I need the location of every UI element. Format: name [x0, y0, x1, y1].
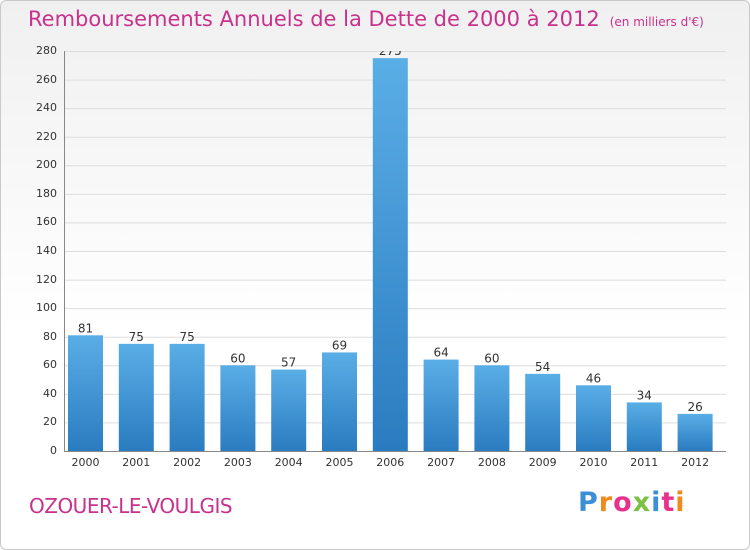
data-label: 54 [535, 360, 550, 374]
bar [169, 343, 205, 451]
x-tick-label: 2008 [477, 456, 506, 469]
chart-title-text: Remboursements Annuels de la Dette de 20… [28, 7, 600, 31]
data-label: 60 [484, 351, 499, 365]
x-tick-label: 2011 [630, 456, 659, 469]
bar [576, 385, 611, 451]
bar [220, 365, 256, 451]
data-label: 75 [129, 330, 144, 344]
y-tick-label: 240 [36, 101, 57, 115]
logo-letter: x [632, 487, 652, 518]
y-tick-label: 0 [50, 444, 57, 457]
data-label: 60 [230, 351, 245, 365]
x-tick-label: 2004 [274, 456, 303, 469]
bar-chart: 81 75 75 60 57 69 275 64 60 54 46 34 26 [64, 51, 726, 452]
data-label: 46 [586, 371, 601, 385]
y-tick-label: 160 [36, 215, 57, 229]
bar [372, 58, 408, 452]
y-tick-label: 260 [36, 72, 57, 86]
x-tick-label: 2009 [528, 456, 557, 469]
logo-letter: i [651, 487, 662, 518]
data-label: 81 [78, 321, 93, 335]
y-tick-label: 220 [36, 129, 57, 143]
data-label: 26 [687, 400, 702, 414]
y-tick-label: 20 [43, 415, 57, 429]
bar [525, 373, 561, 451]
x-tick-label: 2000 [71, 456, 100, 469]
y-tick-label: 120 [36, 272, 57, 286]
data-label: 34 [637, 388, 652, 402]
x-tick-label: 2003 [223, 456, 252, 469]
logo-letter: i [675, 487, 686, 518]
x-tick-label: 2010 [579, 456, 608, 469]
proxiti-logo: Proxiti [578, 487, 686, 518]
logo-letter: P [578, 487, 599, 518]
bar [68, 335, 103, 451]
data-label: 57 [281, 356, 296, 370]
bar [322, 352, 357, 451]
bar [677, 413, 713, 451]
place-name: OZOUER-LE-VOULGIS [29, 494, 233, 518]
y-tick-label: 280 [36, 44, 57, 57]
logo-letter: r [598, 487, 614, 518]
x-tick-label: 2007 [427, 456, 456, 469]
data-label: 275 [379, 51, 402, 58]
bar [423, 359, 459, 451]
bar [626, 402, 662, 451]
y-tick-label: 60 [43, 358, 57, 372]
data-label: 75 [179, 330, 194, 344]
bar [474, 365, 510, 451]
y-tick-label: 100 [36, 301, 57, 315]
chart-area: 81 75 75 60 57 69 275 64 60 54 46 34 26 [64, 51, 726, 452]
x-tick-label: 2002 [173, 456, 202, 469]
chart-unit: (en milliers d'€) [609, 15, 704, 29]
x-tick-label: 2006 [376, 456, 405, 469]
logo-letter: o [613, 487, 633, 518]
x-tick-label: 2012 [681, 456, 710, 469]
data-label: 69 [332, 338, 347, 352]
y-tick-label: 180 [36, 186, 57, 200]
bar [118, 343, 154, 451]
bar [271, 369, 307, 451]
y-tick-label: 40 [43, 386, 57, 400]
x-tick-label: 2001 [122, 456, 151, 469]
y-tick-label: 140 [36, 244, 57, 257]
y-tick-label: 80 [43, 329, 57, 343]
data-label: 64 [433, 346, 448, 360]
logo-letter: t [661, 487, 676, 518]
y-tick-label: 200 [36, 158, 57, 172]
x-tick-label: 2005 [325, 456, 354, 469]
chart-title: Remboursements Annuels de la Dette de 20… [28, 7, 704, 31]
